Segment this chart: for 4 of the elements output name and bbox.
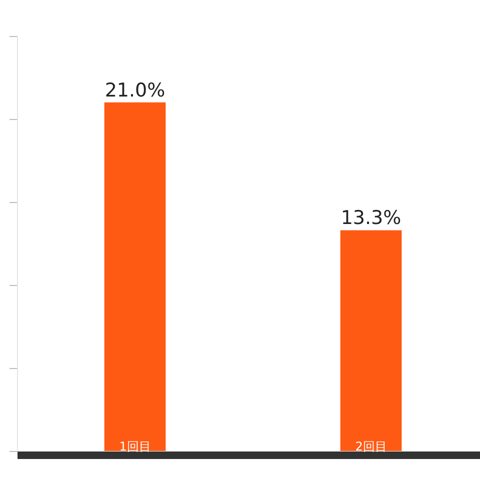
data-label: 13.3% xyxy=(340,207,402,230)
x-tick-label: 2回目 xyxy=(355,440,387,454)
x-tick-label: 1回目 xyxy=(119,440,151,454)
data-label: 21.0% xyxy=(104,79,166,102)
